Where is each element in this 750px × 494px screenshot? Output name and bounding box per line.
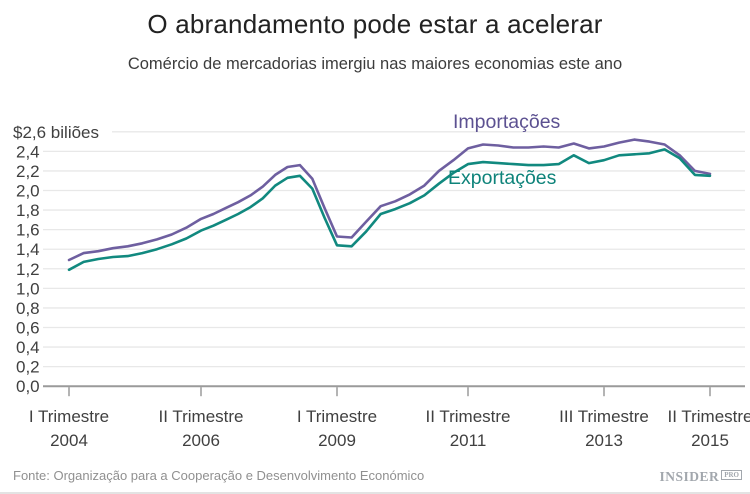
svg-text:2004: 2004 [50,431,88,450]
svg-text:1,4: 1,4 [16,240,40,259]
svg-text:2006: 2006 [182,431,220,450]
svg-text:1,8: 1,8 [16,201,40,220]
svg-text:0,2: 0,2 [16,358,40,377]
svg-text:0,4: 0,4 [16,338,40,357]
svg-text:2,2: 2,2 [16,162,40,181]
svg-text:2,0: 2,0 [16,182,40,201]
legend-importacoes-label: Importações [453,111,561,133]
source-note: Fonte: Organização para a Cooperação e D… [13,468,425,483]
legend-exportacoes-label: Exportações [448,167,557,189]
svg-text:II Trimestre: II Trimestre [425,407,510,426]
svg-text:$2,6 biliões: $2,6 biliões [13,123,99,142]
chart-title: O abrandamento pode estar a acelerar [147,9,603,39]
bottom-border [0,492,750,494]
svg-text:II Trimestre: II Trimestre [667,407,750,426]
brand-name: INSIDER [659,469,720,484]
svg-text:I Trimestre: I Trimestre [297,407,377,426]
svg-text:0,0: 0,0 [16,377,40,396]
svg-text:2011: 2011 [450,431,487,450]
svg-text:1,2: 1,2 [16,260,40,279]
svg-text:2009: 2009 [318,431,356,450]
svg-text:0,8: 0,8 [16,299,40,318]
svg-text:I Trimestre: I Trimestre [29,407,109,426]
svg-text:III Trimestre: III Trimestre [559,407,649,426]
svg-text:1,0: 1,0 [16,279,40,298]
svg-text:2,4: 2,4 [16,142,40,161]
svg-text:2015: 2015 [691,431,729,450]
svg-text:II Trimestre: II Trimestre [158,407,243,426]
chart-subtitle: Comércio de mercadorias imergiu nas maio… [127,55,623,73]
insider-pro-logo: INSIDER PRO [659,469,742,485]
svg-text:0,6: 0,6 [16,318,40,337]
brand-badge: PRO [721,470,742,480]
svg-text:2013: 2013 [585,431,623,450]
svg-text:1,6: 1,6 [16,221,40,240]
